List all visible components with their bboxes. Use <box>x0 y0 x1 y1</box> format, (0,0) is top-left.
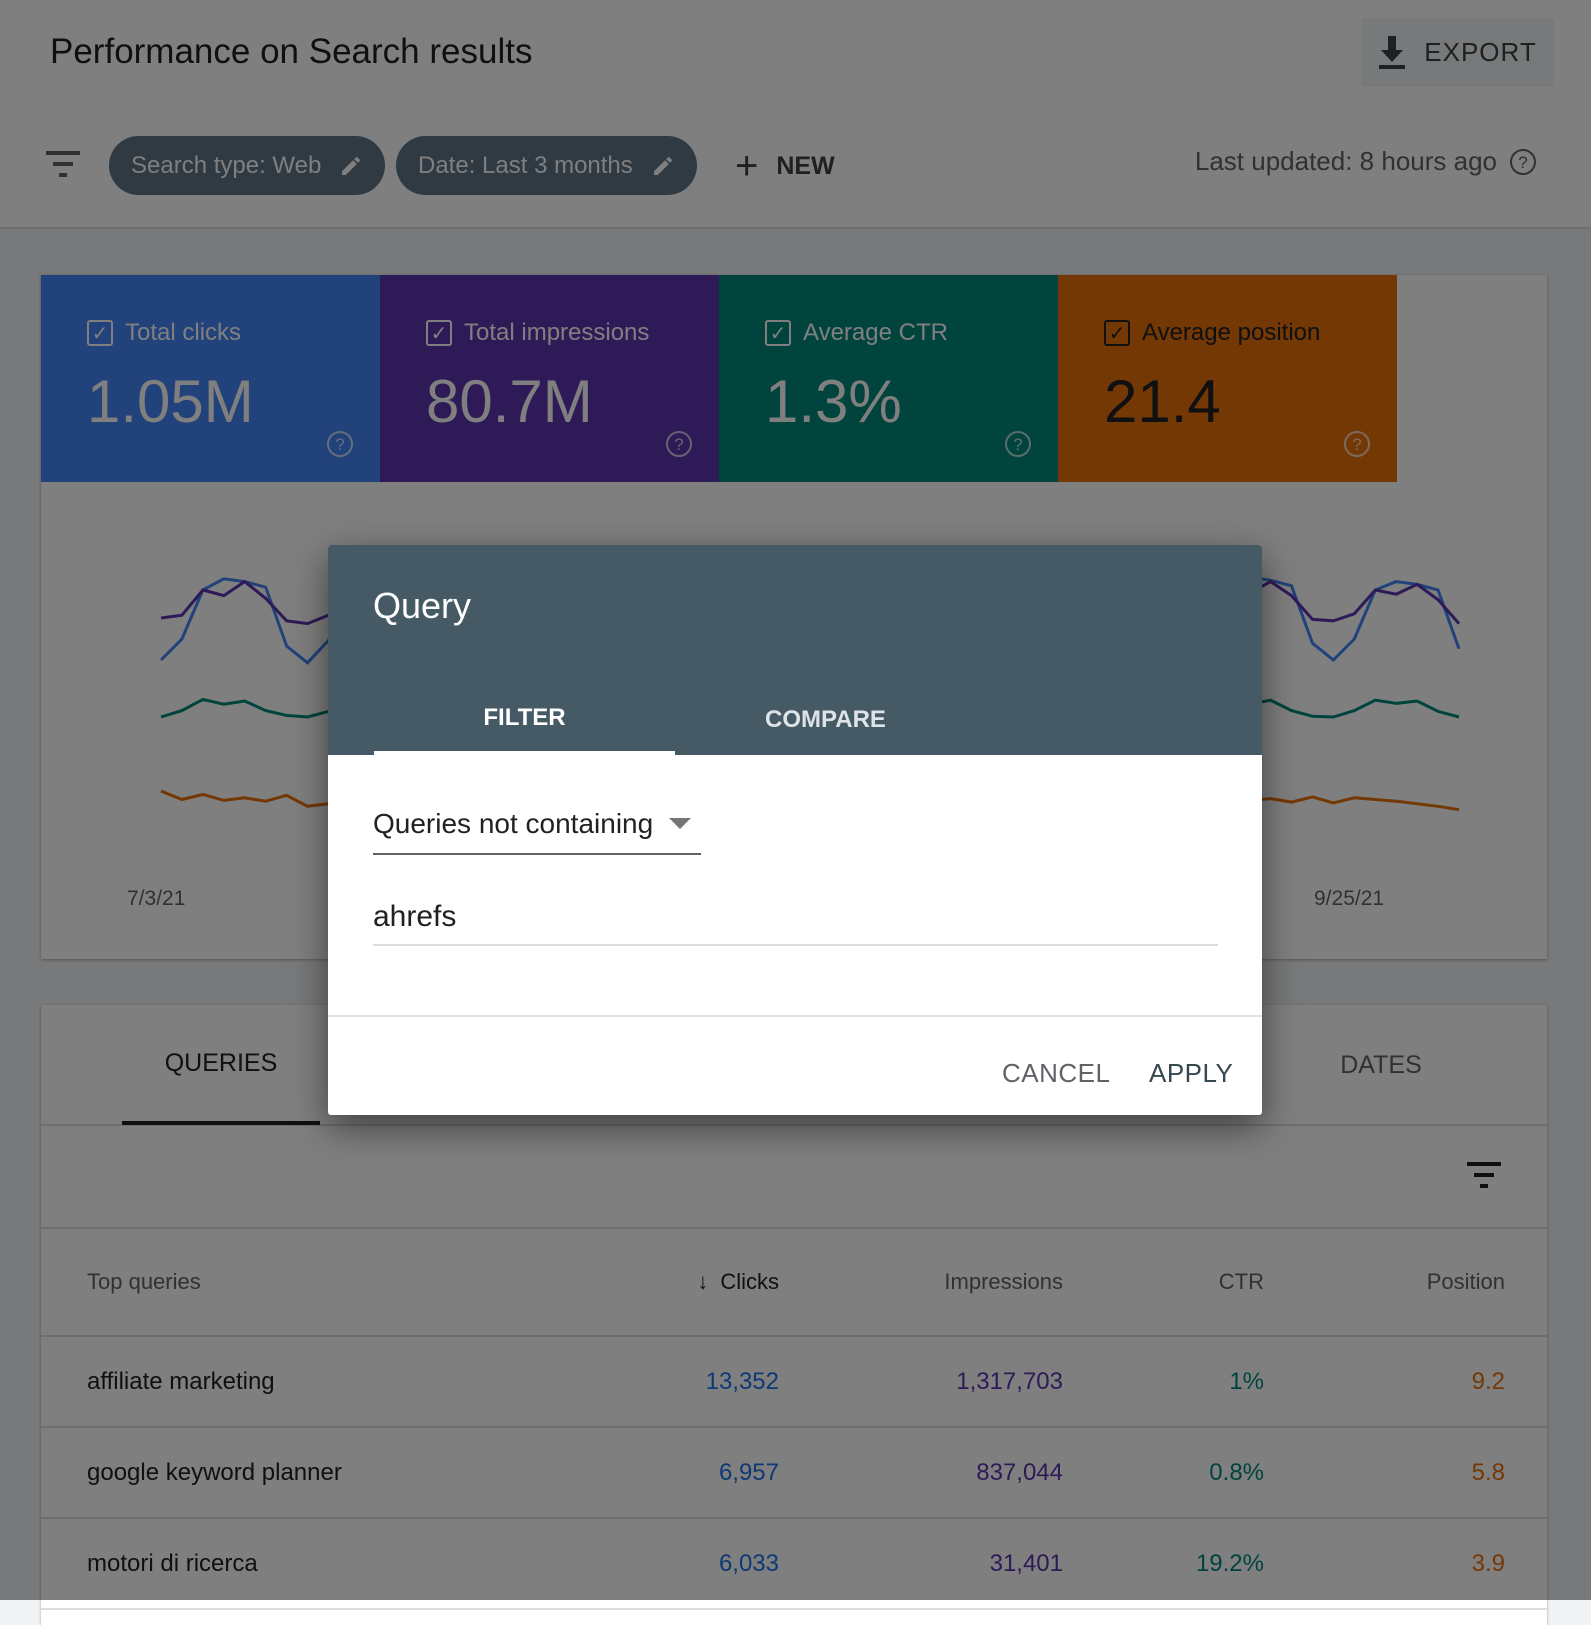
dropdown-arrow-icon <box>669 818 691 829</box>
tab-filter[interactable]: FILTER <box>374 685 675 755</box>
apply-button[interactable]: APPLY <box>1149 1058 1234 1088</box>
query-filter-dialog: Query FILTER COMPARE Queries not contain… <box>328 545 1262 1115</box>
dialog-title: Query <box>373 585 472 626</box>
query-text-input[interactable] <box>373 890 1218 946</box>
select-value: Queries not containing <box>373 808 654 839</box>
tab-compare[interactable]: COMPARE <box>765 706 886 733</box>
dialog-header: Query FILTER COMPARE <box>328 545 1262 755</box>
dialog-divider <box>328 1015 1262 1017</box>
filter-type-select[interactable]: Queries not containing <box>373 795 701 855</box>
cancel-button[interactable]: CANCEL <box>1002 1058 1111 1088</box>
